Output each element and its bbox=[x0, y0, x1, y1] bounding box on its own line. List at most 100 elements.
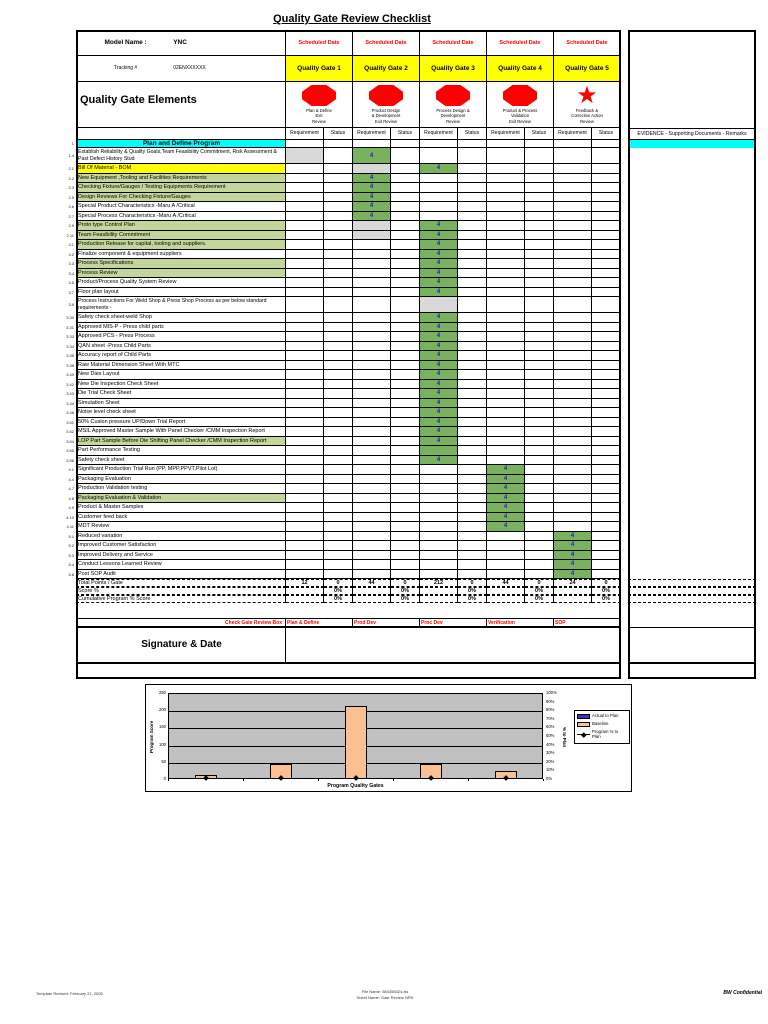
row-number: 3.9 bbox=[68, 302, 74, 307]
row-number bbox=[60, 618, 76, 627]
column-gap bbox=[621, 579, 628, 587]
right-tick-label: 20% bbox=[546, 758, 555, 764]
cell-g5-requirement bbox=[554, 484, 592, 494]
cell-g1-status bbox=[324, 531, 353, 541]
row-label: New Equipment ,Tooling and Facilities Re… bbox=[76, 173, 286, 183]
cell-g3-status bbox=[458, 313, 487, 323]
cell-g4-requirement bbox=[487, 379, 525, 389]
right-tick-label: 60% bbox=[546, 724, 555, 730]
cell-g2-requirement bbox=[353, 297, 391, 313]
cell-g1-status bbox=[324, 192, 353, 202]
table-row: 3.31 Approved MIS-P - Press child parts 4 bbox=[60, 322, 756, 332]
column-gap bbox=[621, 503, 628, 513]
cell-g1-status bbox=[324, 211, 353, 221]
table-row: 2.1 Bill Of Material - BOM 4 bbox=[60, 164, 756, 174]
cell-g2-status bbox=[391, 531, 420, 541]
cell-g1-status bbox=[324, 268, 353, 278]
cell-g1-status bbox=[324, 249, 353, 259]
cell-g5-status bbox=[592, 436, 621, 446]
cell-g5-status bbox=[592, 379, 621, 389]
cell-g5-status bbox=[592, 512, 621, 522]
totals-value-cell: 0% bbox=[324, 587, 353, 595]
table-row: 3.1 Production Release for capital, tooli… bbox=[60, 240, 756, 250]
cell-g4-status bbox=[525, 173, 554, 183]
cell-g2-requirement bbox=[353, 360, 391, 370]
cell-g4-requirement bbox=[487, 322, 525, 332]
col-header-requirement: Requirement bbox=[420, 128, 458, 140]
footer-confidential: BW Confidential bbox=[723, 990, 762, 996]
table-row: 3.40 New Dies Layout 4 bbox=[60, 370, 756, 380]
cell-g1-requirement bbox=[286, 503, 324, 513]
star-icon: ★ bbox=[576, 82, 598, 109]
x-axis-tick bbox=[168, 779, 169, 781]
table-row: 3.2 Finalize component & equipment suppli… bbox=[60, 249, 756, 259]
table-row: 3.56 Safety check sheet 4 bbox=[60, 455, 756, 465]
cell-g3-status bbox=[458, 370, 487, 380]
cell-g3-status bbox=[458, 211, 487, 221]
right-tick-label: 40% bbox=[546, 741, 555, 747]
cell-g4-status bbox=[525, 389, 554, 399]
cell-g4-requirement: 4 bbox=[487, 503, 525, 513]
row-label: Team Feasibility Commitment bbox=[76, 230, 286, 240]
cell-g3-status bbox=[458, 173, 487, 183]
cell-g1-requirement bbox=[286, 360, 324, 370]
evidence-cell bbox=[628, 240, 756, 250]
cell-g3-requirement: 4 bbox=[420, 389, 458, 399]
cell-g2-status bbox=[391, 183, 420, 193]
cell-g5-status bbox=[592, 360, 621, 370]
cell-g2-status bbox=[391, 221, 420, 231]
header-row-req-status: Requirement Status Requirement Status Re… bbox=[60, 128, 756, 140]
legend-swatch-actual bbox=[577, 714, 590, 719]
cell-g3-requirement bbox=[420, 183, 458, 193]
cell-g1-status bbox=[324, 484, 353, 494]
cell-g3-status bbox=[458, 465, 487, 475]
cell-g2-requirement bbox=[353, 322, 391, 332]
column-gap bbox=[621, 313, 628, 323]
cell-g3-requirement: 4 bbox=[420, 341, 458, 351]
cell-g5-status bbox=[592, 389, 621, 399]
evidence-cell bbox=[628, 569, 756, 579]
cell-g5-requirement: 4 bbox=[554, 541, 592, 551]
cell-g2-requirement: 4 bbox=[353, 192, 391, 202]
evidence-cell bbox=[628, 522, 756, 532]
gate5-icon-cell: ★ Feedback & Corrective Action Review bbox=[554, 82, 621, 128]
cell-g4-status bbox=[525, 230, 554, 240]
cell-g1-requirement bbox=[286, 268, 324, 278]
row-label: Checking Fixture/Gauges / Testing Equipm… bbox=[76, 183, 286, 193]
cell-g2-status bbox=[391, 436, 420, 446]
legend-swatch-line-diamond bbox=[577, 732, 590, 738]
cell-g4-requirement bbox=[487, 297, 525, 313]
evidence-cell bbox=[628, 618, 756, 627]
row-number: 3.51 bbox=[66, 419, 74, 425]
cell-g1-requirement bbox=[286, 230, 324, 240]
totals-value-cell: 44 bbox=[353, 579, 391, 587]
cell-g4-status bbox=[525, 278, 554, 288]
cell-g5-status bbox=[592, 341, 621, 351]
col-header-evidence: EVIDENCE - Supporting Documents - Remark… bbox=[628, 128, 756, 140]
evidence-cell bbox=[628, 322, 756, 332]
column-gap bbox=[621, 417, 628, 427]
cell-g1-status bbox=[324, 221, 353, 231]
column-gap bbox=[621, 287, 628, 297]
cell-g4-requirement bbox=[487, 370, 525, 380]
cell-g1-status bbox=[324, 455, 353, 465]
cell-g1-status bbox=[324, 202, 353, 212]
cell-g2-status bbox=[391, 427, 420, 437]
cell-g2-requirement bbox=[353, 398, 391, 408]
cell-g5-requirement bbox=[554, 332, 592, 342]
column-gap bbox=[621, 379, 628, 389]
cell-g3-status bbox=[458, 192, 487, 202]
column-gap bbox=[621, 192, 628, 202]
cell-g1-status bbox=[324, 322, 353, 332]
cell-g4-requirement bbox=[487, 230, 525, 240]
cell-g4-requirement bbox=[487, 427, 525, 437]
bottom-strip-row bbox=[60, 663, 756, 669]
row-number bbox=[60, 595, 76, 603]
row-label: Accuracy report of Child Parts bbox=[76, 351, 286, 361]
cell-g1-status bbox=[324, 417, 353, 427]
cell-g5-requirement bbox=[554, 379, 592, 389]
column-gap bbox=[621, 493, 628, 503]
cell-g3-requirement: 4 bbox=[420, 164, 458, 174]
row-label: 50% Cusion pressure UP/Down Trial Report bbox=[76, 417, 286, 427]
